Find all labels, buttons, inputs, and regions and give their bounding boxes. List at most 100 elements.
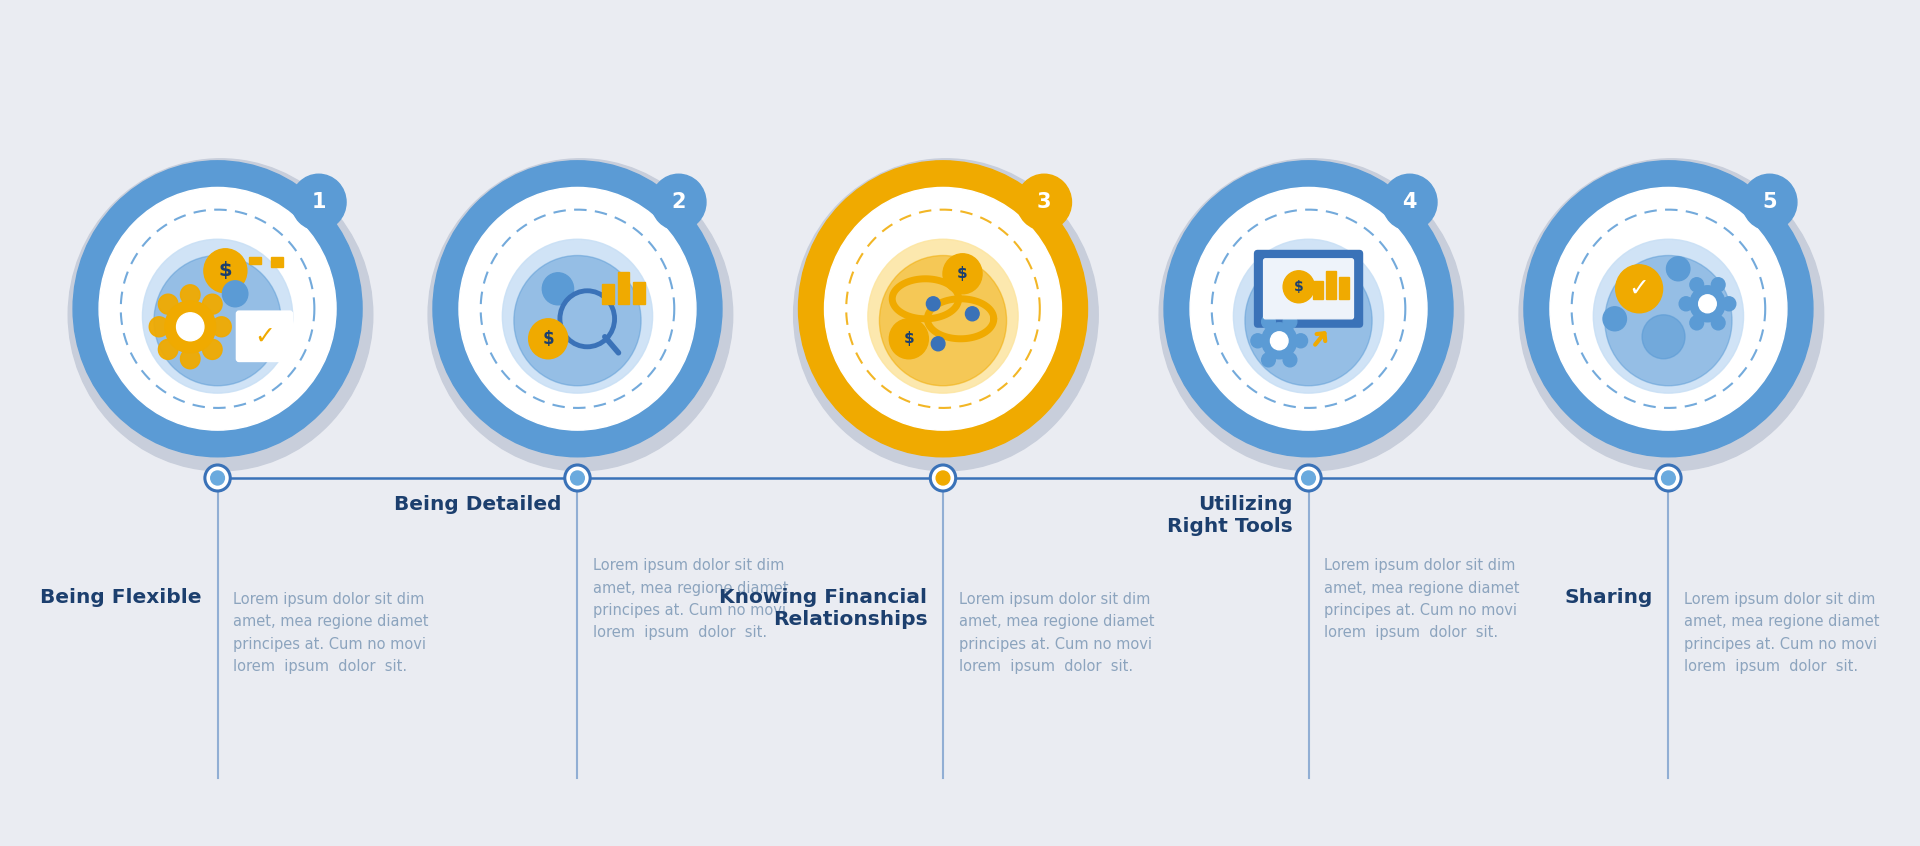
Text: 1: 1 <box>311 192 326 212</box>
Circle shape <box>223 281 248 307</box>
Circle shape <box>142 239 292 393</box>
Circle shape <box>1382 174 1436 230</box>
Text: ✓: ✓ <box>253 325 275 349</box>
Circle shape <box>931 337 945 351</box>
Circle shape <box>204 249 248 293</box>
Circle shape <box>793 159 1098 470</box>
Circle shape <box>1603 307 1626 331</box>
FancyBboxPatch shape <box>618 272 630 304</box>
Circle shape <box>889 319 929 359</box>
Circle shape <box>211 316 230 337</box>
Circle shape <box>100 188 336 430</box>
Circle shape <box>564 465 589 491</box>
Circle shape <box>1252 334 1265 348</box>
Circle shape <box>1271 332 1288 349</box>
Text: Being Detailed: Being Detailed <box>394 495 563 514</box>
FancyBboxPatch shape <box>1327 271 1336 299</box>
Circle shape <box>1160 159 1463 470</box>
Circle shape <box>824 188 1062 430</box>
Circle shape <box>515 255 641 386</box>
Circle shape <box>1190 188 1427 430</box>
Circle shape <box>1549 188 1788 430</box>
Text: 2: 2 <box>672 192 685 212</box>
FancyBboxPatch shape <box>227 257 240 261</box>
Circle shape <box>651 174 707 230</box>
Circle shape <box>1261 323 1296 359</box>
Circle shape <box>204 339 223 360</box>
Circle shape <box>1244 255 1373 386</box>
Circle shape <box>154 255 280 386</box>
Text: Lorem ipsum dolor sit dim
amet, mea regione diamet
principes at. Cum no movi
lor: Lorem ipsum dolor sit dim amet, mea regi… <box>958 592 1154 673</box>
Circle shape <box>69 159 372 470</box>
Circle shape <box>1722 297 1736 310</box>
Circle shape <box>966 307 979 321</box>
Circle shape <box>1655 465 1682 491</box>
Circle shape <box>937 471 950 485</box>
FancyBboxPatch shape <box>1338 277 1348 299</box>
Circle shape <box>150 316 169 337</box>
Text: Sharing: Sharing <box>1565 588 1653 607</box>
Text: Knowing Financial
Relationships: Knowing Financial Relationships <box>720 588 927 629</box>
Circle shape <box>503 239 653 393</box>
Circle shape <box>868 239 1018 393</box>
FancyBboxPatch shape <box>1263 259 1354 319</box>
Text: 4: 4 <box>1402 192 1417 212</box>
Circle shape <box>1233 239 1384 393</box>
Circle shape <box>1661 471 1676 485</box>
Circle shape <box>1711 277 1724 292</box>
Circle shape <box>943 254 981 294</box>
Text: $: $ <box>541 330 555 348</box>
Circle shape <box>1283 315 1296 329</box>
Circle shape <box>1261 353 1275 367</box>
Circle shape <box>1690 277 1703 292</box>
Circle shape <box>1302 471 1315 485</box>
Circle shape <box>1594 239 1743 393</box>
Text: Being Flexible: Being Flexible <box>40 588 202 607</box>
Text: 5: 5 <box>1763 192 1776 212</box>
Text: Lorem ipsum dolor sit dim
amet, mea regione diamet
principes at. Cum no movi
lor: Lorem ipsum dolor sit dim amet, mea regi… <box>232 592 428 673</box>
Circle shape <box>1642 315 1686 359</box>
Circle shape <box>1519 159 1824 470</box>
Circle shape <box>157 339 179 360</box>
Text: Lorem ipsum dolor sit dim
amet, mea regione diamet
principes at. Cum no movi
lor: Lorem ipsum dolor sit dim amet, mea regi… <box>1325 558 1519 640</box>
Circle shape <box>1690 316 1703 330</box>
Circle shape <box>165 301 215 353</box>
Text: Lorem ipsum dolor sit dim
amet, mea regione diamet
principes at. Cum no movi
lor: Lorem ipsum dolor sit dim amet, mea regi… <box>1684 592 1880 673</box>
Circle shape <box>1164 161 1453 457</box>
Circle shape <box>459 188 695 430</box>
Circle shape <box>1605 255 1732 386</box>
Circle shape <box>927 297 941 310</box>
Circle shape <box>541 272 574 305</box>
Circle shape <box>205 465 230 491</box>
Text: $: $ <box>958 266 968 281</box>
Circle shape <box>1261 315 1275 329</box>
Circle shape <box>1617 265 1663 313</box>
Circle shape <box>1680 297 1693 310</box>
Circle shape <box>1018 174 1071 230</box>
Circle shape <box>1699 294 1716 313</box>
Text: $: $ <box>219 261 232 280</box>
Circle shape <box>1524 161 1812 457</box>
Circle shape <box>177 313 204 341</box>
Circle shape <box>931 465 956 491</box>
Circle shape <box>1741 174 1797 230</box>
Circle shape <box>1690 286 1724 321</box>
Circle shape <box>1283 271 1315 303</box>
Circle shape <box>879 255 1006 386</box>
Text: ✓: ✓ <box>1628 277 1649 301</box>
FancyBboxPatch shape <box>271 257 282 266</box>
FancyBboxPatch shape <box>1313 281 1323 299</box>
Circle shape <box>180 349 200 369</box>
Text: Lorem ipsum dolor sit dim
amet, mea regione diamet
principes at. Cum no movi
lor: Lorem ipsum dolor sit dim amet, mea regi… <box>593 558 789 640</box>
Text: $: $ <box>1294 280 1304 294</box>
FancyBboxPatch shape <box>634 282 645 304</box>
Circle shape <box>528 319 568 359</box>
Circle shape <box>292 174 346 230</box>
Circle shape <box>1294 334 1308 348</box>
Circle shape <box>1296 465 1321 491</box>
Text: $: $ <box>904 332 914 346</box>
FancyBboxPatch shape <box>601 283 614 304</box>
Circle shape <box>799 161 1087 457</box>
Circle shape <box>180 285 200 305</box>
Text: 3: 3 <box>1037 192 1052 212</box>
